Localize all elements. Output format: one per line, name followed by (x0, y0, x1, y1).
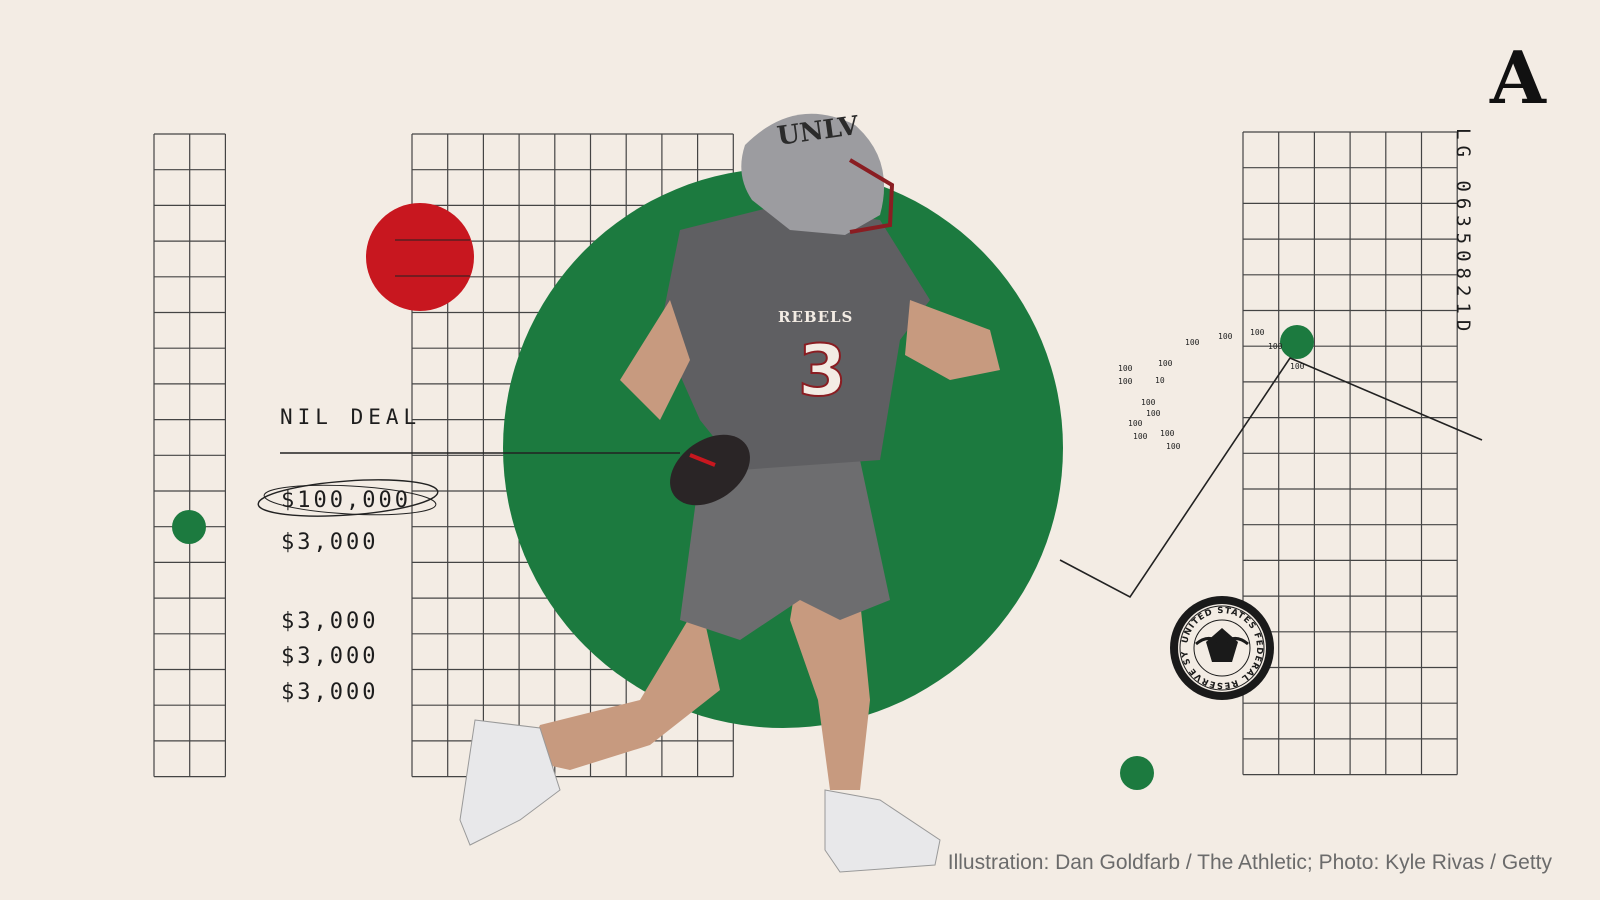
binary-digit: 100 (1146, 409, 1161, 418)
binary-digit: 100 (1185, 338, 1200, 347)
binary-digit: 100 (1141, 398, 1156, 407)
binary-digit: 100 (1166, 442, 1181, 451)
binary-digit: 100 (1133, 432, 1148, 441)
binary-digit: 100 (1218, 332, 1233, 341)
red-circle (366, 203, 474, 311)
amount-item: $3,000 (281, 609, 379, 634)
amount-crossed: $100,000 (281, 488, 411, 513)
federal-reserve-seal: UNITED STATES FEDERAL RESERVE SYSTEM (1170, 596, 1274, 700)
binary-digit: 100 (1290, 362, 1305, 371)
the-athletic-logo: A (1490, 35, 1546, 120)
amount-item: $3,000 (281, 530, 379, 555)
football-player: UNLV REBELS 3 (459, 111, 1000, 873)
jersey-text: REBELS (778, 308, 853, 326)
amount-item: $3,000 (281, 644, 379, 669)
binary-digit: 10 (1155, 376, 1165, 385)
nil-deal-label: NIL DEAL (280, 405, 422, 429)
green-dot-right (1280, 325, 1314, 359)
binary-digit: 100 (1128, 419, 1143, 428)
binary-digit: 100 (1118, 364, 1133, 373)
scribble-circle (257, 479, 439, 517)
trend-line (1059, 357, 1483, 599)
jersey-number: 3 (798, 330, 847, 412)
amount-item: $3,000 (281, 680, 379, 705)
serial-number: LG 06350821D (1452, 128, 1474, 338)
binary-digit: 100 (1268, 342, 1283, 351)
binary-digit: 100 (1118, 377, 1133, 386)
left-grid (153, 133, 226, 778)
binary-digit: 100 (1158, 359, 1173, 368)
binary-digit: 100 (1250, 328, 1265, 337)
right-grid (1242, 131, 1458, 776)
green-dot-bottom (1120, 756, 1154, 790)
photo-credit: Illustration: Dan Goldfarb / The Athleti… (947, 851, 1552, 874)
green-dot-left (172, 510, 206, 544)
binary-digit: 100 (1160, 429, 1175, 438)
